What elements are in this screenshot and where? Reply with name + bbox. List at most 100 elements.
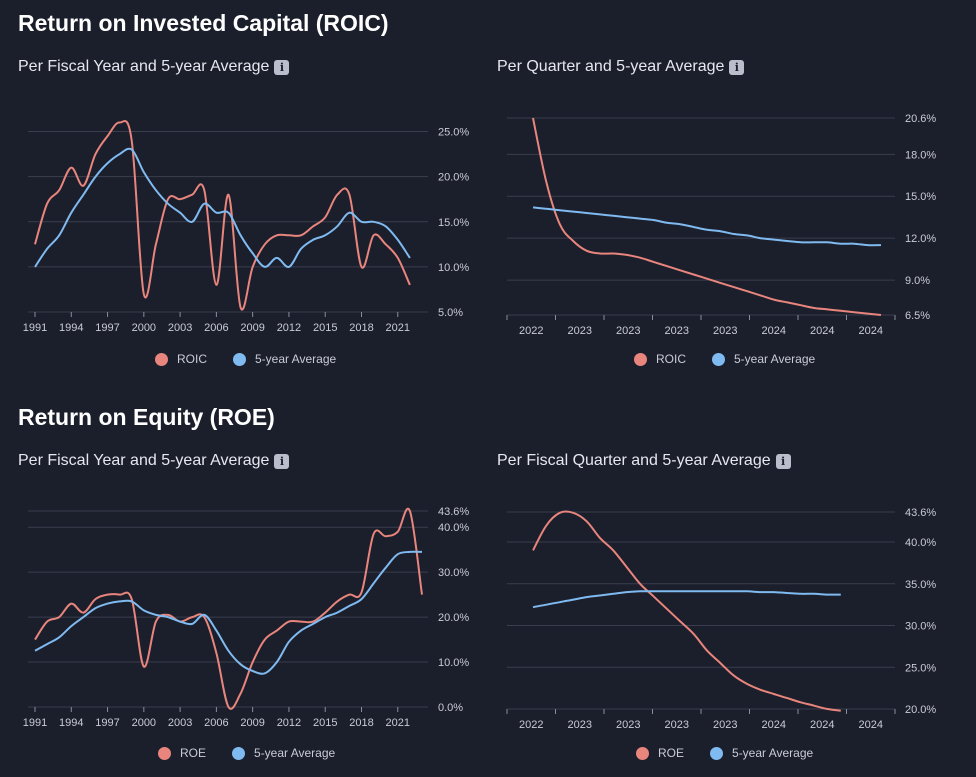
x-tick-label: 2024: [810, 719, 834, 731]
x-tick-label: 2003: [168, 322, 192, 334]
x-tick-label: 2015: [313, 322, 337, 334]
series-line-primary[interactable]: [34, 507, 423, 710]
x-tick-label: 2023: [616, 325, 640, 337]
x-tick-label: 2018: [349, 717, 373, 729]
legend-roe-year: ROE 5-year Average: [158, 746, 361, 760]
x-tick-label: 2023: [616, 719, 640, 731]
x-tick-label: 1997: [95, 322, 119, 334]
x-tick-label: 2006: [204, 322, 228, 334]
x-tick-label: 1991: [23, 717, 47, 729]
y-tick-label: 6.5%: [905, 310, 930, 322]
info-icon[interactable]: i: [775, 453, 791, 469]
x-tick-label: 2023: [713, 325, 737, 337]
legend-item-5yr-average[interactable]: 5-year Average: [232, 746, 335, 760]
x-tick-label: 2022: [519, 719, 543, 731]
legend-item-5yr-average[interactable]: 5-year Average: [712, 352, 815, 366]
x-tick-label: 2018: [349, 322, 373, 334]
legend-swatch: [636, 746, 649, 760]
x-tick-label: 2024: [762, 719, 786, 731]
y-tick-label: 9.0%: [905, 275, 930, 287]
legend-swatch: [710, 746, 724, 760]
series-line-average[interactable]: [532, 206, 882, 247]
chart-subtitle-roic-quarter: Per Quarter and 5-year Average i: [497, 58, 745, 76]
legend-swatch: [155, 352, 168, 366]
x-tick-label: 2006: [204, 717, 228, 729]
legend-item-5yr-average[interactable]: 5-year Average: [233, 352, 336, 366]
legend-roic-quarter: ROIC 5-year Average: [634, 352, 841, 366]
legend-item-roic[interactable]: ROIC: [155, 352, 207, 366]
y-tick-label: 12.0%: [905, 233, 936, 245]
x-tick-label: 2015: [313, 717, 337, 729]
y-tick-label: 35.0%: [905, 579, 936, 591]
series-line-average[interactable]: [34, 550, 423, 675]
series-line-primary[interactable]: [34, 120, 411, 311]
y-tick-label: 43.6%: [438, 506, 469, 518]
series-line-primary[interactable]: [532, 510, 841, 712]
x-tick-label: 2023: [665, 325, 689, 337]
section-title-roe: Return on Equity (ROE): [18, 404, 275, 430]
legend-item-roic[interactable]: ROIC: [634, 352, 686, 366]
x-tick-label: 1994: [59, 322, 83, 334]
x-tick-label: 2009: [240, 322, 264, 334]
x-tick-label: 2024: [859, 325, 883, 337]
y-tick-label: 20.0%: [905, 704, 936, 716]
legend-item-roe[interactable]: ROE: [636, 746, 684, 760]
x-tick-label: 2024: [810, 325, 834, 337]
y-tick-label: 20.6%: [905, 113, 936, 125]
y-tick-label: 25.0%: [438, 127, 469, 139]
chart-subtitle-roe-quarter: Per Fiscal Quarter and 5-year Average i: [497, 452, 791, 470]
y-tick-label: 25.0%: [905, 662, 936, 674]
x-tick-label: 2024: [859, 719, 883, 731]
legend-swatch: [232, 746, 246, 760]
legend-item-5yr-average[interactable]: 5-year Average: [710, 746, 813, 760]
x-tick-label: 2000: [132, 717, 156, 729]
y-tick-label: 43.6%: [905, 507, 936, 519]
y-tick-label: 20.0%: [438, 612, 469, 624]
x-tick-label: 2023: [568, 325, 592, 337]
legend-swatch: [158, 746, 171, 760]
info-icon[interactable]: i: [729, 59, 745, 75]
info-icon[interactable]: i: [274, 453, 290, 469]
x-tick-label: 2003: [168, 717, 192, 729]
series-line-primary[interactable]: [532, 117, 882, 316]
series-line-average[interactable]: [532, 590, 841, 609]
info-icon[interactable]: i: [274, 59, 290, 75]
x-tick-label: 2012: [277, 322, 301, 334]
legend-item-roe[interactable]: ROE: [158, 746, 206, 760]
x-tick-label: 2023: [713, 719, 737, 731]
legend-swatch: [634, 352, 647, 366]
x-tick-label: 1991: [23, 322, 47, 334]
y-tick-label: 10.0%: [438, 262, 469, 274]
x-tick-label: 2022: [519, 325, 543, 337]
y-tick-label: 5.0%: [438, 307, 463, 319]
legend-swatch: [712, 352, 725, 366]
chart-roe-year: 0.0% 10.0% 20.0% 30.0% 40.0% 43.6% 1991 1994 199…: [23, 506, 470, 729]
x-tick-label: 2012: [277, 717, 301, 729]
x-tick-label: 2000: [132, 322, 156, 334]
legend-roe-quarter: ROE 5-year Average: [636, 746, 839, 760]
x-tick-label: 2021: [386, 717, 410, 729]
x-tick-label: 2009: [240, 717, 264, 729]
legend-roic-year: ROIC 5-year Average: [155, 352, 362, 366]
y-tick-label: 15.0%: [438, 217, 469, 229]
series-line-average[interactable]: [34, 147, 411, 268]
y-tick-label: 40.0%: [905, 537, 936, 549]
y-tick-label: 0.0%: [438, 702, 463, 714]
chart-roic-year: 5.0% 10.0% 15.0% 20.0% 25.0% 1991 1994 1997 2000…: [23, 120, 469, 334]
chart-roe-quarter: 20.0% 25.0% 30.0% 35.0% 40.0% 43.6% 2022 2023 20…: [506, 507, 936, 731]
y-tick-label: 30.0%: [905, 621, 936, 633]
y-tick-label: 10.0%: [438, 657, 469, 669]
x-tick-label: 2023: [665, 719, 689, 731]
y-tick-label: 40.0%: [438, 522, 469, 534]
x-tick-label: 2023: [568, 719, 592, 731]
chart-subtitle-roic-year: Per Fiscal Year and 5-year Average i: [18, 58, 290, 76]
chart-subtitle-roe-year: Per Fiscal Year and 5-year Average i: [18, 452, 290, 470]
x-tick-label: 1997: [95, 717, 119, 729]
chart-roic-quarter: 6.5% 9.0% 12.0% 15.0% 18.0% 20.6% 2022 2023 2023…: [506, 113, 936, 337]
y-tick-label: 20.0%: [438, 172, 469, 184]
section-title-roic: Return on Invested Capital (ROIC): [18, 10, 389, 36]
x-tick-label: 2021: [386, 322, 410, 334]
y-tick-label: 15.0%: [905, 191, 936, 203]
x-tick-label: 1994: [59, 717, 83, 729]
x-tick-label: 2024: [762, 325, 786, 337]
